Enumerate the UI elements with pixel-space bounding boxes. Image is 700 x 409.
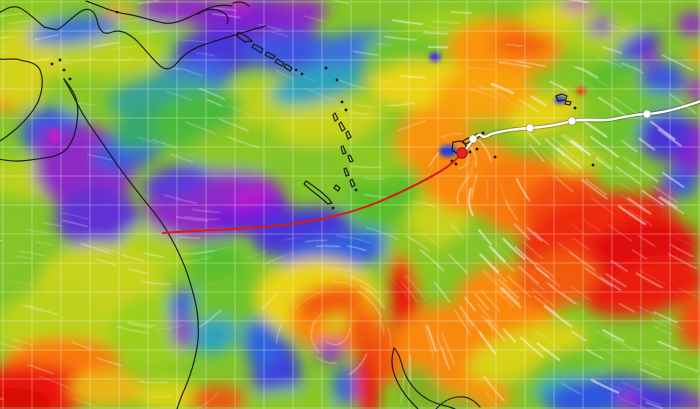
forecast-position-dot[interactable] <box>567 116 577 126</box>
island-dots <box>50 10 595 210</box>
storm-current-position-marker[interactable] <box>456 147 468 159</box>
storm-forecast-position-dots[interactable] <box>468 109 652 144</box>
forecast-position-dot[interactable] <box>642 109 652 119</box>
current-position-dot[interactable] <box>456 147 468 159</box>
coastlines <box>0 0 572 409</box>
forecast-position-dot[interactable] <box>468 134 478 144</box>
storm-forecast-track <box>459 99 700 156</box>
storm-past-track <box>162 152 463 234</box>
forecast-position-dot[interactable] <box>525 123 535 133</box>
